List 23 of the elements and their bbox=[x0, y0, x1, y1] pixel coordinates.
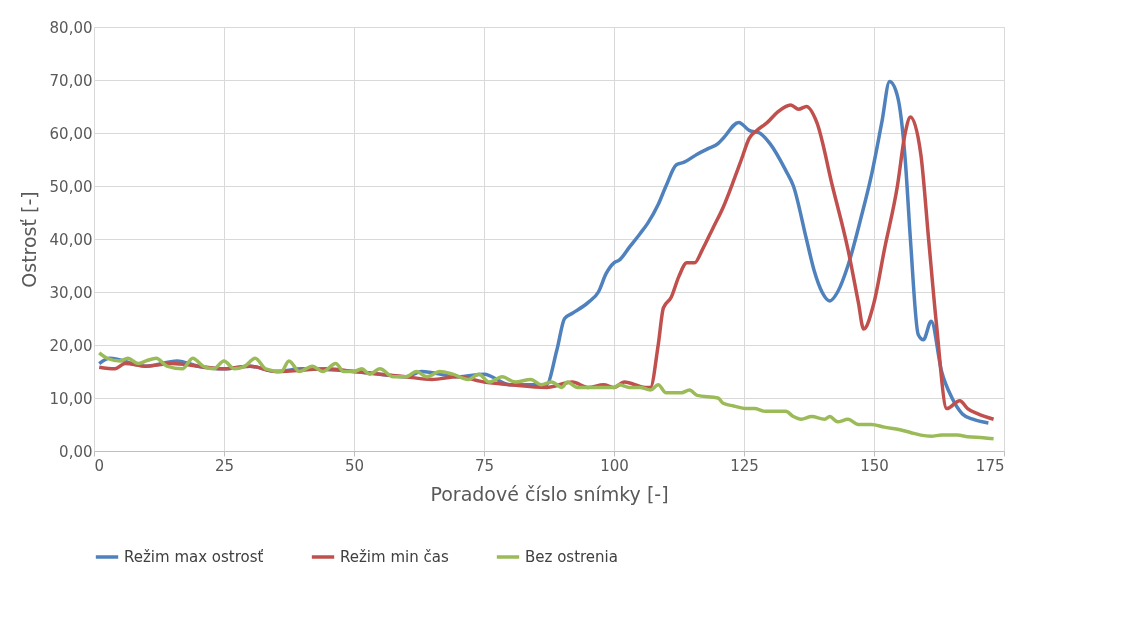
y-tick-label: 10,00 bbox=[49, 389, 93, 408]
x-tick-label: 75 bbox=[474, 456, 495, 475]
y-tick-label: 60,00 bbox=[49, 124, 93, 143]
y-tick-label: 0,00 bbox=[59, 442, 93, 461]
y-tick-label: 40,00 bbox=[49, 230, 93, 249]
y-tick-label: 30,00 bbox=[49, 283, 93, 302]
x-tick-label: 175 bbox=[975, 456, 1005, 475]
x-tick-label: 125 bbox=[730, 456, 759, 475]
legend-label: Režim min čas bbox=[340, 548, 449, 566]
y-tick-label: 80,00 bbox=[49, 18, 93, 37]
legend-label: Bez ostrenia bbox=[525, 548, 618, 566]
x-tick-label: 25 bbox=[214, 456, 235, 475]
y-tick-label: 70,00 bbox=[49, 71, 93, 90]
x-axis-title: Poradové číslo snímky [-] bbox=[430, 482, 669, 505]
y-tick-label: 50,00 bbox=[49, 177, 93, 196]
x-tick-label: 0 bbox=[94, 456, 105, 475]
x-tick-label: 150 bbox=[860, 456, 889, 475]
x-tick-label: 50 bbox=[344, 456, 365, 475]
y-axis-title: Ostrosť [-] bbox=[17, 191, 40, 288]
line-series bbox=[97, 351, 996, 441]
x-tick-label: 100 bbox=[600, 456, 629, 475]
legend-label: Režim max ostrosť bbox=[124, 548, 264, 566]
y-tick-label: 20,00 bbox=[49, 336, 93, 355]
